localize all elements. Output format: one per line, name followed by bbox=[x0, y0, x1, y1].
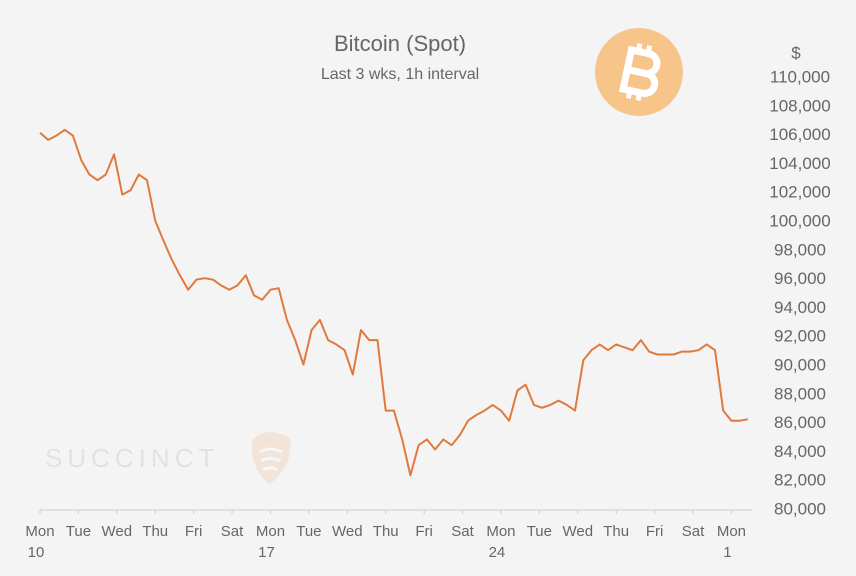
y-tick-label: 96,000 bbox=[774, 269, 826, 288]
y-tick-label: 98,000 bbox=[774, 240, 826, 259]
x-tick-label: Fri bbox=[415, 523, 433, 540]
y-tick-label: 88,000 bbox=[774, 384, 826, 403]
y-tick-label: 100,000 bbox=[769, 211, 830, 230]
x-tick-label: Thu bbox=[373, 523, 399, 540]
y-tick-label: 108,000 bbox=[769, 96, 830, 115]
x-tick-label: Thu bbox=[142, 523, 168, 540]
x-tick-label: Sat bbox=[682, 523, 705, 540]
y-tick-label: 82,000 bbox=[774, 471, 826, 490]
y-tick-label: 86,000 bbox=[774, 413, 826, 432]
x-tick-label: Wed bbox=[332, 523, 363, 540]
x-tick-sublabel: 24 bbox=[489, 544, 506, 561]
price-line bbox=[39, 128, 749, 477]
x-tick-label: Tue bbox=[527, 523, 552, 540]
x-tick-label: Sat bbox=[451, 523, 474, 540]
x-tick-label: Fri bbox=[646, 523, 664, 540]
chart-subtitle: Last 3 wks, 1h interval bbox=[321, 66, 479, 83]
watermark: SUCCINCT bbox=[45, 443, 219, 473]
x-tick-sublabel: 17 bbox=[258, 544, 275, 561]
x-tick-label: Wed bbox=[102, 523, 133, 540]
y-tick-label: 90,000 bbox=[774, 355, 826, 374]
y-tick-label: 106,000 bbox=[769, 125, 830, 144]
x-tick-label: Tue bbox=[296, 523, 321, 540]
watermark-logo bbox=[251, 431, 291, 484]
chart-title: Bitcoin (Spot) bbox=[334, 31, 466, 56]
y-tick-label: 104,000 bbox=[769, 154, 830, 173]
y-tick-label: 94,000 bbox=[774, 298, 826, 317]
y-tick-label: 102,000 bbox=[769, 183, 830, 202]
x-tick-sublabel: 10 bbox=[28, 544, 45, 561]
x-tick-label: Mon bbox=[25, 523, 54, 540]
x-tick-label: Sat bbox=[221, 523, 244, 540]
x-tick-sublabel: 1 bbox=[723, 544, 731, 561]
x-tick-label: Thu bbox=[603, 523, 629, 540]
x-tick-label: Fri bbox=[185, 523, 203, 540]
bitcoin-logo bbox=[595, 28, 683, 116]
x-tick-label: Wed bbox=[562, 523, 593, 540]
y-tick-label: 92,000 bbox=[774, 327, 826, 346]
y-tick-label: 110,000 bbox=[770, 67, 830, 86]
y-axis-unit: $ bbox=[791, 43, 801, 62]
x-tick-label: Mon bbox=[486, 523, 515, 540]
y-tick-label: 84,000 bbox=[774, 442, 826, 461]
x-tick-label: Mon bbox=[717, 523, 746, 540]
x-tick-label: Tue bbox=[66, 523, 91, 540]
x-tick-label: Mon bbox=[256, 523, 285, 540]
y-tick-label: 80,000 bbox=[774, 499, 826, 518]
